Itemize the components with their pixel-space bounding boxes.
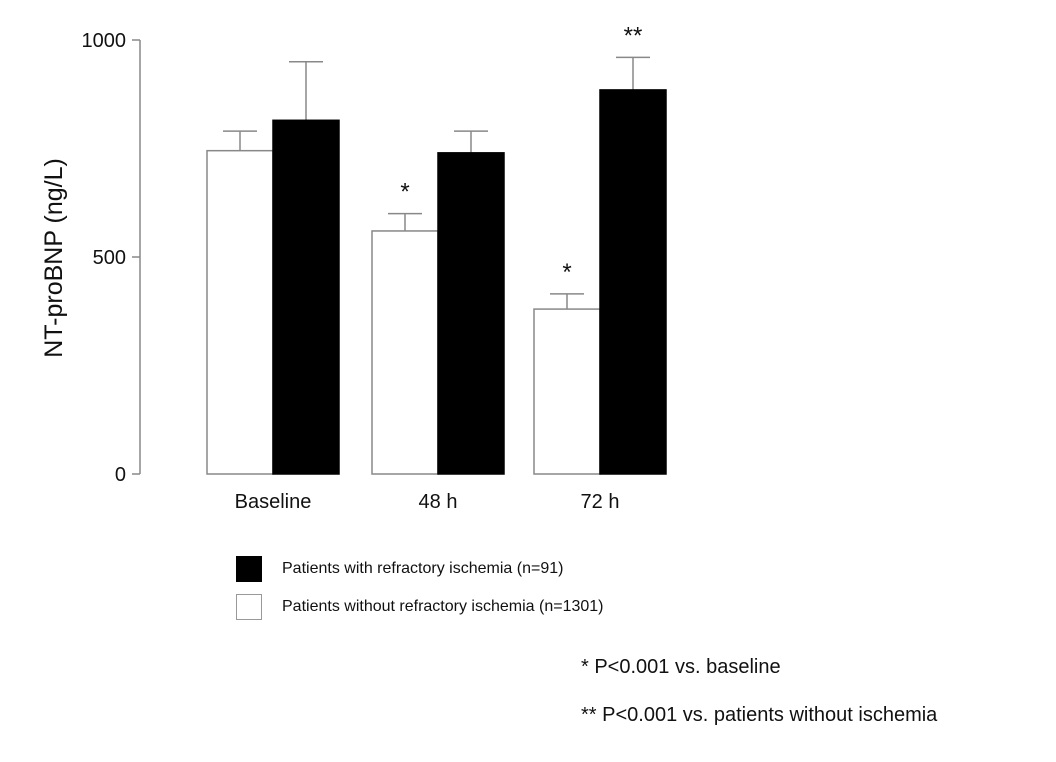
legend-swatch-black (236, 556, 262, 582)
axes (132, 39, 141, 475)
bar (437, 152, 505, 475)
significance-marker: * (400, 179, 409, 206)
x-tick-label: 48 h (419, 491, 458, 513)
bar (371, 230, 439, 475)
significance-marker: ** (624, 22, 643, 49)
footnote-double-star: ** P<0.001 vs. patients without ischemia (581, 704, 938, 726)
footnote-single-star: * P<0.001 vs. baseline (581, 656, 781, 678)
y-tick-label: 1000 (82, 30, 127, 52)
y-tick-label: 0 (115, 464, 126, 486)
bar (533, 308, 601, 475)
y-axis-label: NT-proBNP (ng/L) (40, 158, 68, 358)
x-tick-label: Baseline (235, 491, 312, 513)
bar (206, 149, 274, 475)
significance-marker: * (562, 259, 571, 286)
bar (272, 119, 340, 475)
y-tick-label: 500 (93, 247, 126, 269)
x-tick-label: 72 h (581, 491, 620, 513)
footnotes: * P<0.001 vs. baseline ** P<0.001 vs. pa… (581, 656, 937, 752)
bar (599, 89, 667, 475)
legend-swatch-white (236, 594, 262, 620)
bars (206, 56, 667, 475)
legend-label: Patients without refractory ischemia (n=… (282, 598, 604, 615)
legend-label: Patients with refractory ischemia (n=91) (282, 560, 564, 577)
